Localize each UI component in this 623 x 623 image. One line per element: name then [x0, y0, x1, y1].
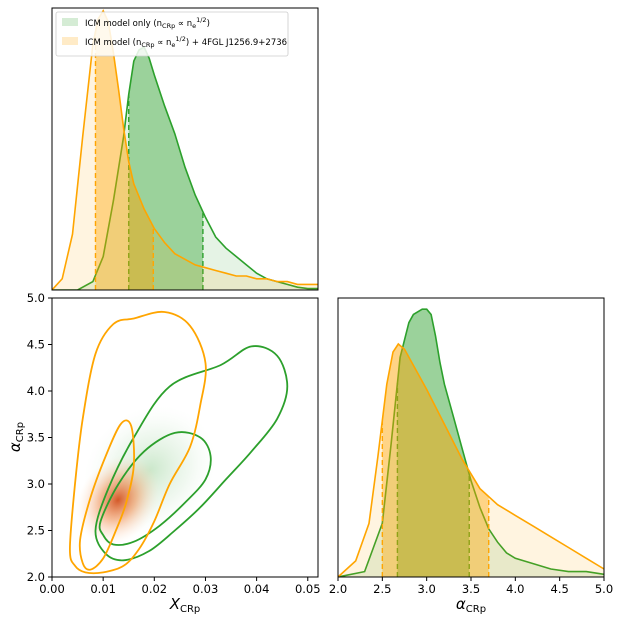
panel-alpha-marginal: 2.0 2.5 3.0 3.5 4.0 4.5 5.0 αCRp: [329, 297, 613, 615]
panel-joint: 0.00 0.01 0.02 0.03 0.04 0.05 2.0 2.5 3.0 3.5 4.0…: [6, 291, 321, 615]
joint-xtick-label: 0.02: [142, 582, 168, 596]
credible-interval-fill-icm-model-4fgl-j1256-9-2736: [382, 344, 489, 577]
panel-x-marginal: ICM model only (nCRp ∝ ne1/2) ICM model …: [51, 7, 319, 291]
credible-interval-fill-icm-model-only: [128, 47, 203, 290]
contour-outer-icm-model-4fgl-j1256-9-2736: [68, 310, 207, 575]
legend-label-icm: ICM model only (nCRp ∝ ne1/2): [85, 16, 210, 30]
panel-x-frame: [51, 7, 319, 291]
marginal-line-icm-model-4fgl-j1256-9-2736: [338, 342, 604, 577]
joint-x-axis-title: XCRp: [169, 595, 201, 615]
alpha-xtick-label: 4.5: [551, 582, 569, 596]
joint-y-axis-title: αCRp: [6, 422, 26, 452]
alpha-xtick-label: 2.5: [373, 582, 391, 596]
joint-ytick-label: 2.0: [27, 570, 45, 584]
alpha-xtick-label: 2.0: [329, 582, 347, 596]
contour-inner-icm-model-4fgl-j1256-9-2736: [78, 419, 135, 571]
contour-outer-icm-model-only: [94, 345, 289, 562]
joint-xtick-label: 0.03: [193, 582, 219, 596]
contour-inner-icm-model-only: [98, 431, 212, 546]
legend-swatch-icm: [62, 18, 78, 26]
joint-ytick-label: 3.0: [27, 477, 45, 491]
legend-label-icm-4fgl: ICM model (nCRp ∝ ne1/2) + 4FGL J1256.9+…: [85, 35, 287, 49]
joint-xtick-label: 0.04: [244, 582, 270, 596]
joint-xtick-label: 0.01: [90, 582, 116, 596]
joint-xtick-label: 0.05: [295, 582, 321, 596]
legend-frame: [55, 11, 289, 57]
credible-interval-fill-icm-model-only: [397, 309, 470, 577]
joint-ytick-label: 4.0: [27, 384, 45, 398]
legend-swatch-icm-4fgl: [62, 37, 78, 45]
joint-ytick-label: 2.5: [27, 524, 45, 538]
alpha-xtick-label: 5.0: [595, 582, 613, 596]
joint-ytick-label: 5.0: [27, 291, 45, 305]
alpha-xtick-label: 3.0: [418, 582, 436, 596]
marginal-area-icm-model-4fgl-j1256-9-2736: [338, 344, 604, 577]
marginal-area-icm-model-4fgl-j1256-9-2736: [52, 10, 318, 290]
joint-ytick-label: 3.5: [27, 431, 45, 445]
marginal-line-icm-model-only: [338, 308, 604, 577]
marginal-area-icm-model-only: [338, 309, 604, 577]
credible-interval-fill-icm-model-4fgl-j1256-9-2736: [95, 10, 154, 290]
alpha-xtick-label: 4.0: [506, 582, 524, 596]
joint-ytick-label: 4.5: [27, 338, 45, 352]
alpha-x-axis-title: αCRp: [456, 595, 486, 615]
legend: ICM model only (nCRp ∝ ne1/2) ICM model …: [55, 11, 289, 57]
joint-xtick-label: 0.00: [39, 582, 65, 596]
alpha-xtick-label: 3.5: [462, 582, 480, 596]
